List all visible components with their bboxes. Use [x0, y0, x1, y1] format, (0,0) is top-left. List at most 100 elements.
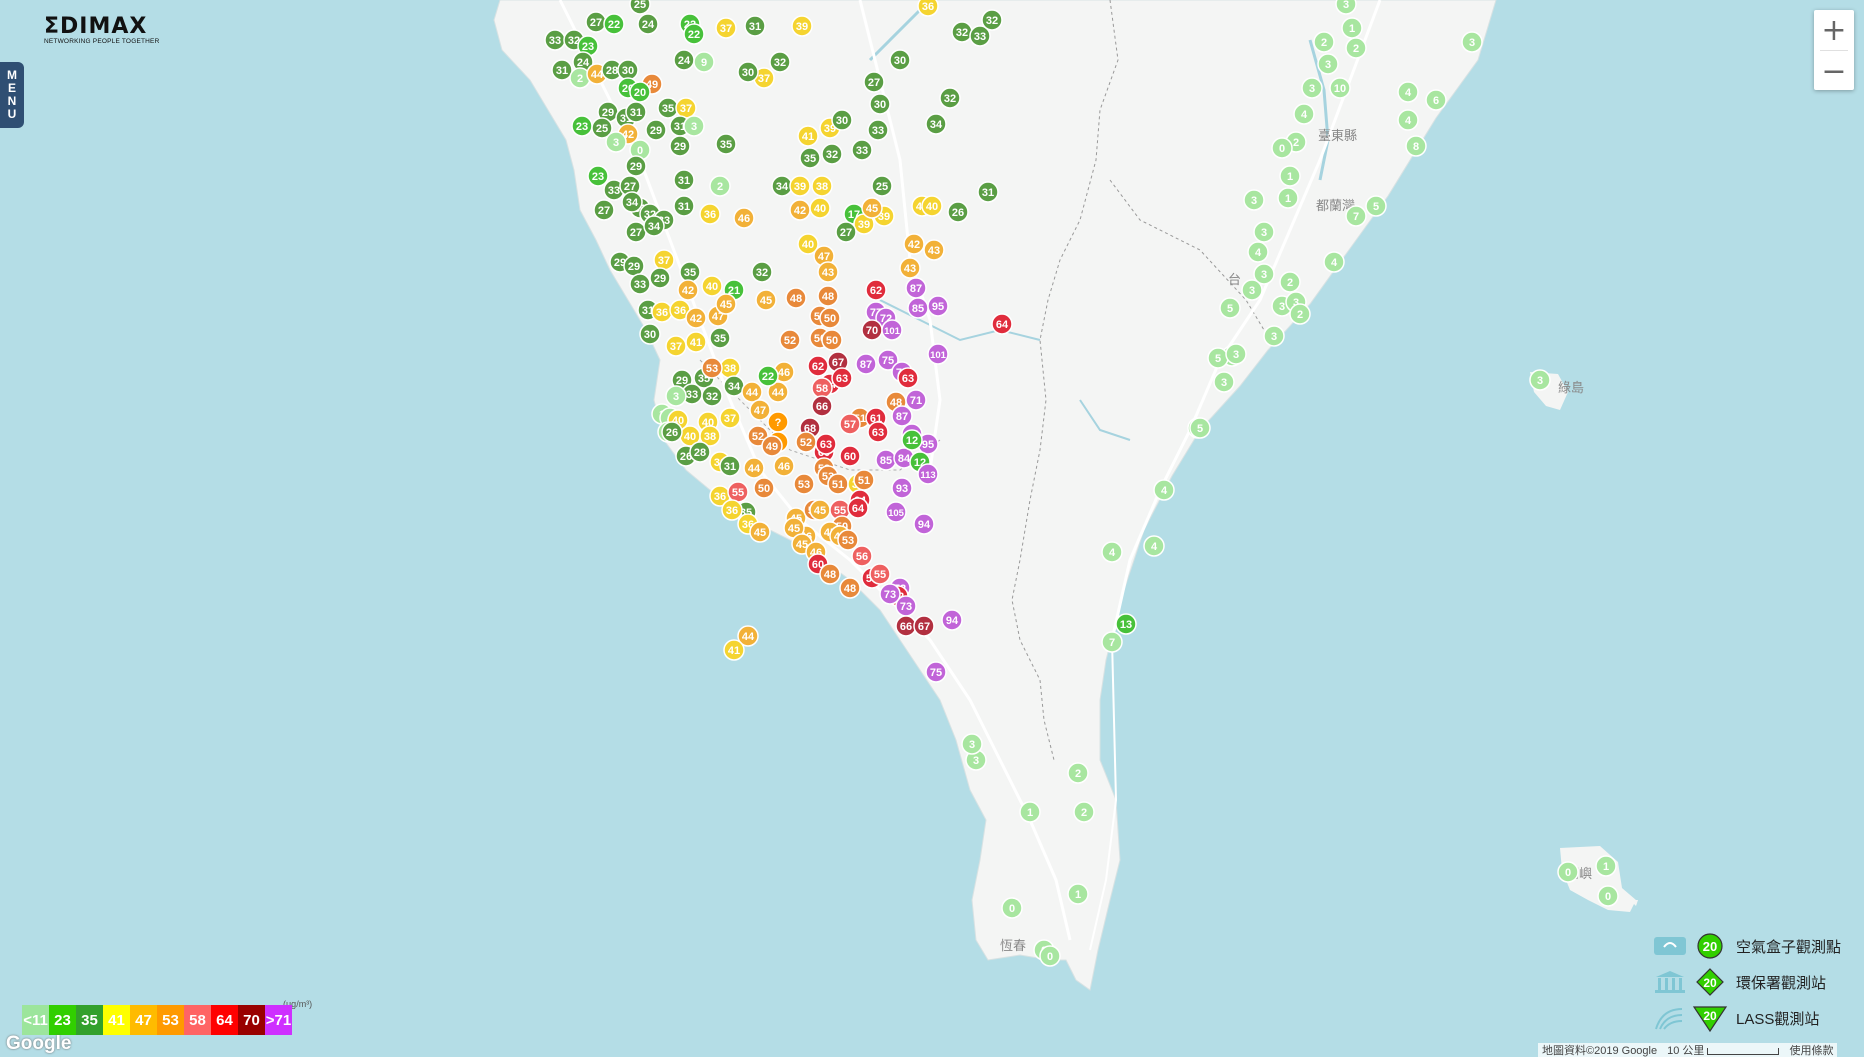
airbox-marker[interactable]: 4: [1143, 535, 1165, 557]
airbox-marker[interactable]: 66: [895, 615, 917, 637]
airbox-marker[interactable]: 94: [941, 609, 963, 631]
airbox-marker[interactable]: 35: [799, 147, 821, 169]
airbox-marker[interactable]: 101: [881, 319, 903, 341]
airbox-marker[interactable]: 2: [1067, 762, 1089, 784]
airbox-marker[interactable]: 33: [851, 139, 873, 161]
airbox-marker[interactable]: 5: [1219, 297, 1241, 319]
map-data-credit[interactable]: 地圖資料©2019 Google: [1542, 1045, 1658, 1057]
airbox-marker[interactable]: 3: [1529, 369, 1551, 391]
airbox-marker[interactable]: 1: [1067, 883, 1089, 905]
airbox-marker[interactable]: 55: [869, 563, 891, 585]
airbox-marker[interactable]: 75: [877, 349, 899, 371]
airbox-marker[interactable]: 67: [913, 615, 935, 637]
airbox-marker[interactable]: 33: [629, 273, 651, 295]
airbox-marker[interactable]: 22: [683, 23, 705, 45]
airbox-marker[interactable]: 48: [785, 287, 807, 309]
terms-link[interactable]: 使用條款: [1789, 1045, 1834, 1057]
airbox-marker[interactable]: 8: [1405, 135, 1427, 157]
airbox-marker[interactable]: 29: [649, 267, 671, 289]
airbox-marker[interactable]: 36: [721, 499, 743, 521]
airbox-marker[interactable]: 30: [831, 109, 853, 131]
airbox-marker[interactable]: 7: [1345, 205, 1367, 227]
airbox-marker[interactable]: 3: [1335, 0, 1357, 15]
airbox-marker[interactable]: 24: [637, 13, 659, 35]
google-logo[interactable]: Google: [6, 1033, 72, 1054]
airbox-marker[interactable]: 37: [715, 17, 737, 39]
edimax-logo[interactable]: ΣDIMAX NETWORKING PEOPLE TOGETHER: [44, 16, 159, 52]
airbox-marker[interactable]: 32: [939, 87, 961, 109]
airbox-marker[interactable]: 34: [925, 113, 947, 135]
airbox-marker[interactable]: 23: [577, 35, 599, 57]
airbox-marker[interactable]: 29: [669, 135, 691, 157]
airbox-marker[interactable]: 39: [791, 15, 813, 37]
airbox-marker[interactable]: 37: [719, 407, 741, 429]
airbox-marker[interactable]: 75: [925, 661, 947, 683]
airbox-marker[interactable]: 32: [701, 385, 723, 407]
airbox-marker[interactable]: 4: [1323, 251, 1345, 273]
airbox-marker[interactable]: 45: [749, 521, 771, 543]
airbox-marker[interactable]: 38: [699, 425, 721, 447]
airbox-marker[interactable]: 45: [809, 499, 831, 521]
airbox-marker[interactable]: 44: [743, 457, 765, 479]
airbox-marker[interactable]: 45: [861, 197, 883, 219]
airbox-marker[interactable]: 29: [623, 255, 645, 277]
airbox-marker[interactable]: 25: [871, 175, 893, 197]
airbox-marker[interactable]: 53: [793, 473, 815, 495]
airbox-marker[interactable]: 63: [897, 367, 919, 389]
airbox-marker[interactable]: 71: [905, 389, 927, 411]
airbox-marker[interactable]: 27: [625, 221, 647, 243]
airbox-marker[interactable]: 33: [544, 29, 566, 51]
airbox-marker[interactable]: 45: [715, 293, 737, 315]
airbox-marker[interactable]: 30: [737, 61, 759, 83]
airbox-marker[interactable]: 31: [719, 455, 741, 477]
airbox-marker[interactable]: 50: [753, 477, 775, 499]
airbox-marker[interactable]: 3: [1301, 77, 1323, 99]
airbox-marker[interactable]: 47: [813, 245, 835, 267]
airbox-marker[interactable]: 32: [981, 9, 1003, 31]
airbox-marker[interactable]: 46: [773, 455, 795, 477]
airbox-marker[interactable]: 41: [723, 639, 745, 661]
airbox-marker[interactable]: 50: [819, 307, 841, 329]
airbox-marker[interactable]: 40: [701, 275, 723, 297]
airbox-marker[interactable]: 57: [839, 413, 861, 435]
airbox-marker[interactable]: 50: [821, 329, 843, 351]
airbox-marker[interactable]: 37: [675, 97, 697, 119]
airbox-marker[interactable]: 63: [815, 433, 837, 455]
airbox-marker[interactable]: 2: [1279, 271, 1301, 293]
airbox-marker[interactable]: 47: [749, 399, 771, 421]
airbox-marker[interactable]: 4: [1397, 81, 1419, 103]
airbox-marker[interactable]: 3: [961, 733, 983, 755]
airbox-marker[interactable]: 31: [551, 59, 573, 81]
airbox-marker[interactable]: 27: [835, 221, 857, 243]
airbox-marker[interactable]: 13: [1115, 613, 1137, 635]
airbox-marker[interactable]: 34: [771, 175, 793, 197]
airbox-marker[interactable]: 7: [1101, 631, 1123, 653]
airbox-marker[interactable]: 3: [1317, 53, 1339, 75]
airbox-marker[interactable]: 56: [851, 545, 873, 567]
airbox-marker[interactable]: 31: [625, 101, 647, 123]
airbox-marker[interactable]: 3: [1461, 31, 1483, 53]
airbox-marker[interactable]: 5: [1365, 195, 1387, 217]
airbox-marker[interactable]: 28: [689, 441, 711, 463]
airbox-marker[interactable]: 105: [885, 501, 907, 523]
airbox-marker[interactable]: 31: [673, 169, 695, 191]
airbox-marker[interactable]: 36: [917, 0, 939, 17]
airbox-marker[interactable]: 95: [927, 295, 949, 317]
airbox-marker[interactable]: 0: [1001, 897, 1023, 919]
airbox-marker[interactable]: 58: [811, 377, 833, 399]
airbox-marker[interactable]: 40: [679, 425, 701, 447]
airbox-marker[interactable]: 64: [847, 497, 869, 519]
airbox-marker[interactable]: 70: [861, 319, 883, 341]
airbox-marker[interactable]: 53: [837, 529, 859, 551]
airbox-marker[interactable]: 36: [669, 299, 691, 321]
airbox-marker[interactable]: 30: [617, 59, 639, 81]
airbox-marker[interactable]: 3: [1213, 371, 1235, 393]
airbox-marker[interactable]: 4: [1293, 103, 1315, 125]
airbox-marker[interactable]: 24: [572, 51, 594, 73]
airbox-marker[interactable]: 1: [1279, 165, 1301, 187]
airbox-marker[interactable]: 33: [681, 383, 703, 405]
airbox-marker[interactable]: 34: [643, 215, 665, 237]
airbox-marker[interactable]: 26: [661, 421, 683, 443]
airbox-marker[interactable]: 66: [811, 395, 833, 417]
airbox-marker[interactable]: 23: [587, 165, 609, 187]
